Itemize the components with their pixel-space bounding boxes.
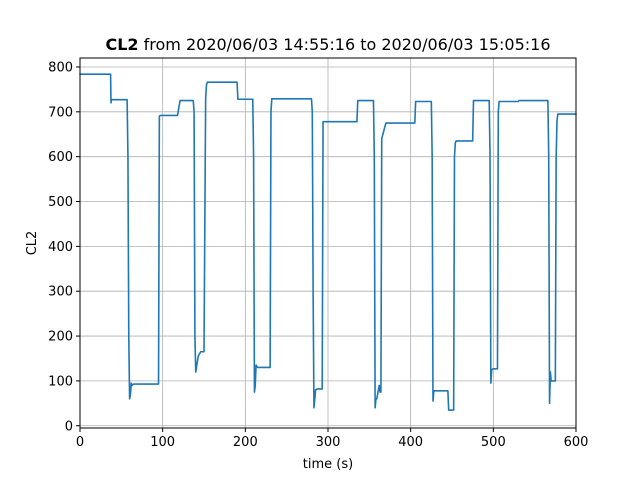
y-tick-label: 500: [48, 195, 73, 210]
x-tick-label: 100: [150, 435, 175, 450]
x-tick-label: 0: [76, 435, 84, 450]
y-axis-ticks: 0 100 200 300 400 500 600 700 800: [48, 60, 80, 434]
y-tick-label: 800: [48, 60, 73, 75]
chart-title: CL2 from 2020/06/03 14:55:16 to 2020/06/…: [105, 35, 550, 54]
y-tick-label: 100: [48, 374, 73, 389]
y-axis-label: CL2: [25, 231, 40, 256]
x-tick-label: 200: [233, 435, 258, 450]
y-tick-label: 200: [48, 330, 73, 345]
y-tick-label: 700: [48, 105, 73, 120]
x-tick-label: 600: [564, 435, 589, 450]
y-tick-label: 0: [65, 419, 73, 434]
x-tick-label: 400: [398, 435, 423, 450]
chart-title-bold: CL2: [105, 35, 138, 54]
x-tick-label: 500: [481, 435, 506, 450]
data-series: [79, 73, 577, 411]
x-axis-label: time (s): [303, 457, 353, 472]
y-tick-label: 600: [48, 150, 73, 165]
x-tick-label: 300: [316, 435, 341, 450]
grid: [79, 58, 577, 428]
x-axis-ticks: 0 100 200 300 400 500 600: [76, 428, 589, 450]
y-tick-label: 300: [48, 285, 73, 300]
series-line: [79, 73, 577, 411]
chart-title-rest: from 2020/06/03 14:55:16 to 2020/06/03 1…: [139, 35, 551, 54]
y-tick-label: 400: [48, 240, 73, 255]
